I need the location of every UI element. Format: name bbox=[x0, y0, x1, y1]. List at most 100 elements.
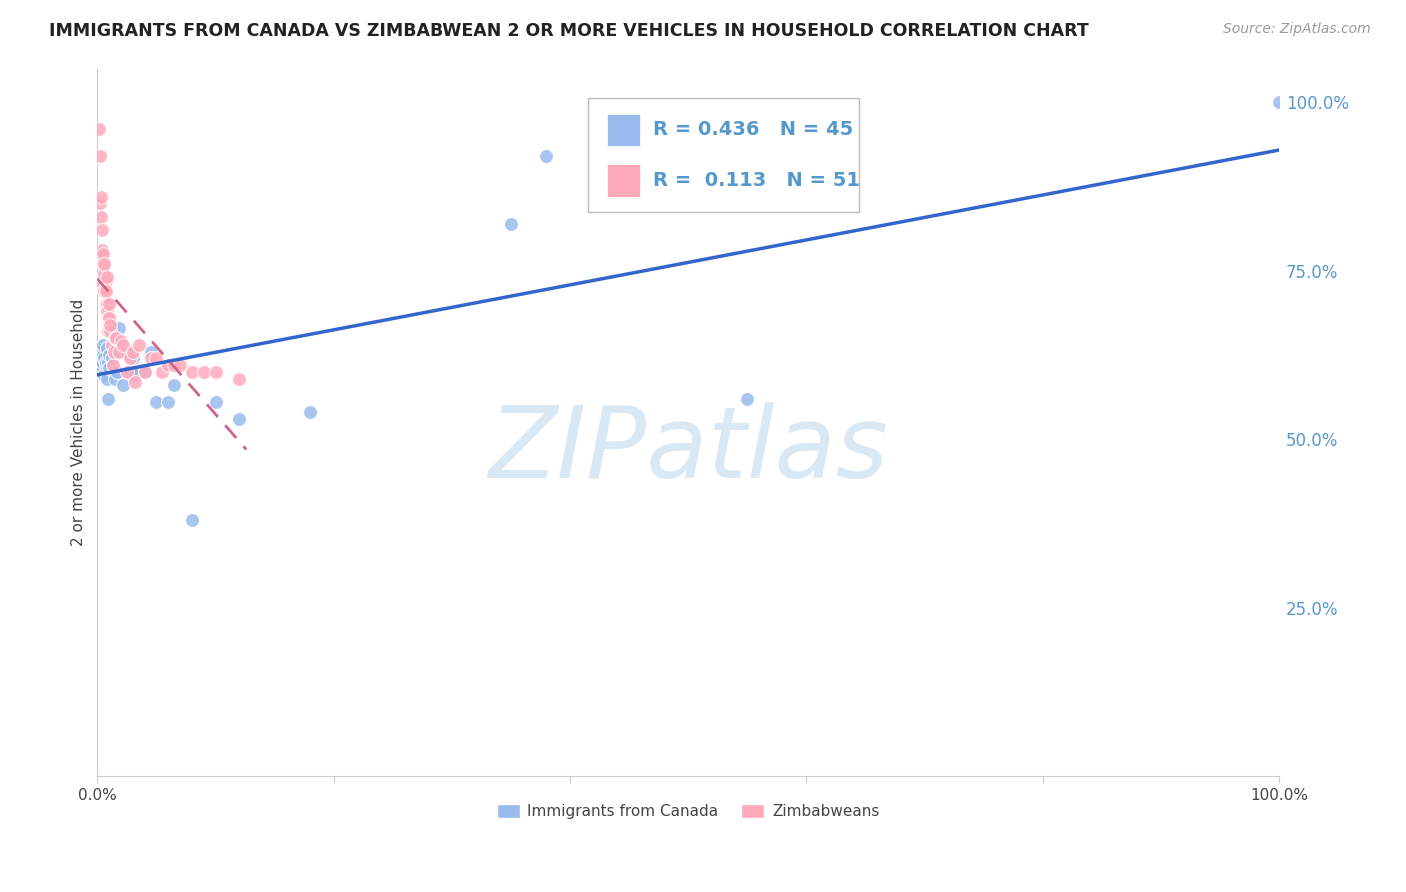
Point bbox=[499, 217, 522, 231]
Point bbox=[100, 338, 122, 352]
Point bbox=[96, 270, 118, 285]
Point bbox=[124, 375, 146, 389]
Point bbox=[89, 196, 111, 211]
Point bbox=[103, 365, 125, 379]
Point bbox=[98, 310, 121, 325]
Point bbox=[112, 378, 135, 392]
Point bbox=[105, 338, 128, 352]
Point bbox=[91, 223, 114, 237]
Point bbox=[98, 324, 121, 338]
Point bbox=[89, 365, 111, 379]
Point bbox=[110, 338, 132, 352]
Point bbox=[97, 324, 120, 338]
Point bbox=[91, 354, 114, 368]
Point bbox=[98, 361, 121, 376]
Point bbox=[735, 392, 758, 406]
Point bbox=[98, 348, 121, 362]
Point bbox=[115, 344, 138, 359]
Point bbox=[94, 354, 117, 368]
Point bbox=[91, 247, 114, 261]
Point bbox=[97, 354, 120, 368]
Point bbox=[157, 358, 180, 372]
Point bbox=[93, 267, 115, 281]
Point bbox=[228, 412, 250, 426]
Point bbox=[97, 392, 120, 406]
Point bbox=[96, 371, 118, 385]
Text: IMMIGRANTS FROM CANADA VS ZIMBABWEAN 2 OR MORE VEHICLES IN HOUSEHOLD CORRELATION: IMMIGRANTS FROM CANADA VS ZIMBABWEAN 2 O… bbox=[49, 22, 1090, 40]
Point bbox=[193, 365, 215, 379]
Point bbox=[96, 304, 118, 318]
Point bbox=[98, 318, 121, 332]
Point bbox=[107, 365, 129, 379]
Point bbox=[120, 351, 142, 366]
Point bbox=[120, 365, 142, 379]
Point bbox=[112, 338, 135, 352]
Point bbox=[228, 371, 250, 385]
Point bbox=[107, 321, 129, 335]
Point bbox=[128, 365, 150, 379]
Point bbox=[157, 395, 180, 409]
Point bbox=[139, 351, 162, 366]
Point bbox=[89, 149, 111, 163]
Point bbox=[94, 284, 117, 298]
Point bbox=[101, 358, 124, 372]
Point bbox=[91, 338, 114, 352]
Point bbox=[105, 331, 128, 345]
Point bbox=[121, 351, 143, 366]
Point bbox=[150, 365, 173, 379]
Point bbox=[124, 368, 146, 383]
Point bbox=[90, 250, 112, 264]
Point bbox=[121, 344, 143, 359]
Point bbox=[115, 365, 138, 379]
Point bbox=[299, 405, 322, 419]
Point bbox=[93, 257, 115, 271]
Point bbox=[91, 263, 114, 277]
Point bbox=[96, 297, 118, 311]
Point bbox=[96, 341, 118, 355]
Point bbox=[94, 358, 117, 372]
Point bbox=[145, 395, 167, 409]
Point bbox=[163, 358, 186, 372]
Point bbox=[90, 358, 112, 372]
Point bbox=[87, 122, 110, 136]
Point bbox=[100, 351, 122, 366]
Point bbox=[134, 365, 156, 379]
Point bbox=[204, 365, 226, 379]
Point bbox=[110, 334, 132, 349]
Point bbox=[91, 277, 114, 292]
Point bbox=[93, 284, 115, 298]
Point bbox=[169, 358, 191, 372]
Point bbox=[180, 365, 202, 379]
Point bbox=[98, 321, 121, 335]
Text: Source: ZipAtlas.com: Source: ZipAtlas.com bbox=[1223, 22, 1371, 37]
Text: ZIPatlas: ZIPatlas bbox=[488, 402, 889, 500]
Point bbox=[139, 344, 162, 359]
Point bbox=[97, 310, 120, 325]
Point bbox=[204, 395, 226, 409]
Point bbox=[536, 149, 558, 163]
Point bbox=[104, 331, 127, 345]
Point bbox=[104, 371, 127, 385]
Point bbox=[107, 344, 129, 359]
Point bbox=[145, 351, 167, 366]
Point bbox=[163, 378, 186, 392]
Point bbox=[1268, 95, 1291, 110]
Point bbox=[90, 189, 112, 203]
Point bbox=[98, 297, 121, 311]
Point bbox=[93, 351, 115, 366]
Point bbox=[90, 344, 112, 359]
Point bbox=[134, 365, 156, 379]
Point bbox=[128, 338, 150, 352]
Point bbox=[103, 344, 125, 359]
Point bbox=[101, 321, 124, 335]
Point bbox=[87, 351, 110, 366]
Point bbox=[93, 368, 115, 383]
Point bbox=[90, 210, 112, 224]
Point bbox=[94, 297, 117, 311]
Point bbox=[91, 244, 114, 258]
Point bbox=[180, 513, 202, 527]
Point bbox=[91, 348, 114, 362]
Legend: Immigrants from Canada, Zimbabweans: Immigrants from Canada, Zimbabweans bbox=[491, 797, 886, 825]
Point bbox=[91, 257, 114, 271]
Point bbox=[94, 274, 117, 288]
